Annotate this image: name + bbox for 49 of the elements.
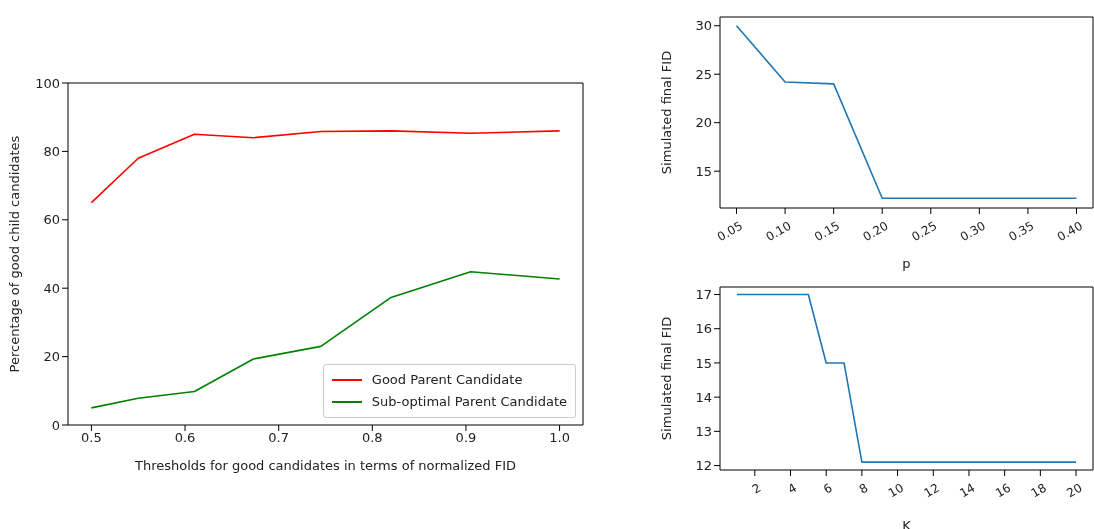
x-tick-label: 16 <box>992 480 1014 501</box>
y-tick-label: 15 <box>695 163 712 179</box>
x-tick-label: 1.0 <box>549 430 570 446</box>
y-tick-label: 13 <box>695 423 712 439</box>
x-tick-label: 0.8 <box>361 430 383 446</box>
y-tick-label: 0 <box>51 417 60 433</box>
y-tick-label: 12 <box>695 458 712 474</box>
x-tick-label: 10 <box>885 480 907 501</box>
y-tick-label: 14 <box>695 389 712 405</box>
y-tick-label: 20 <box>695 115 712 131</box>
line-series <box>735 24 1078 200</box>
x-tick-label: 0.40 <box>1054 218 1085 245</box>
y-tick-label: 16 <box>695 321 712 337</box>
x-tick-label: 8 <box>856 480 871 497</box>
x-tick-label: 0.35 <box>1006 218 1037 245</box>
y-tick-label: 80 <box>43 144 60 160</box>
x-tick-label: 0.5 <box>81 430 102 446</box>
y-tick-label: 15 <box>695 355 712 371</box>
x-tick-label: 4 <box>785 480 799 497</box>
legend-label: Good Parent Candidate <box>371 371 523 389</box>
x-tick-label: 18 <box>1028 480 1049 501</box>
x-tick-label: 0.30 <box>957 218 988 245</box>
y-tick-label: 20 <box>43 349 60 365</box>
x-tick-label: 0.05 <box>714 218 746 245</box>
x-tick-label: 0.25 <box>909 218 940 245</box>
y-axis-title: Simulated final FID <box>658 316 674 441</box>
x-tick-label: 14 <box>957 480 978 501</box>
x-axis-title: p <box>902 256 911 271</box>
x-tick-label: 0.9 <box>455 430 477 446</box>
x-axis-title: Thresholds for good candidates in terms of normalized FID <box>133 458 517 473</box>
x-tick-label: 2 <box>749 480 764 497</box>
y-tick-label: 40 <box>43 280 60 296</box>
y-axis-title: Simulated final FID <box>658 50 674 175</box>
x-tick-label: 6 <box>821 480 835 497</box>
x-tick-label: 0.7 <box>268 430 290 446</box>
y-tick-label: 25 <box>695 66 712 82</box>
x-tick-label: 20 <box>1064 480 1085 501</box>
legend-label: Sub-optimal Parent Candidate <box>371 393 567 411</box>
y-tick-label: 17 <box>695 287 712 303</box>
y-tick-label: 100 <box>35 75 60 91</box>
y-axis-title: Percentage of good child candidates <box>6 135 22 373</box>
x-tick-label: 0.15 <box>812 218 843 245</box>
x-tick-label: 0.10 <box>763 218 794 245</box>
line-series <box>90 130 561 204</box>
y-tick-label: 60 <box>43 212 60 228</box>
y-tick-label: 30 <box>695 18 712 34</box>
x-tick-label: 0.20 <box>860 218 891 245</box>
x-tick-label: 12 <box>921 480 942 501</box>
x-tick-label: 0.6 <box>174 430 196 446</box>
